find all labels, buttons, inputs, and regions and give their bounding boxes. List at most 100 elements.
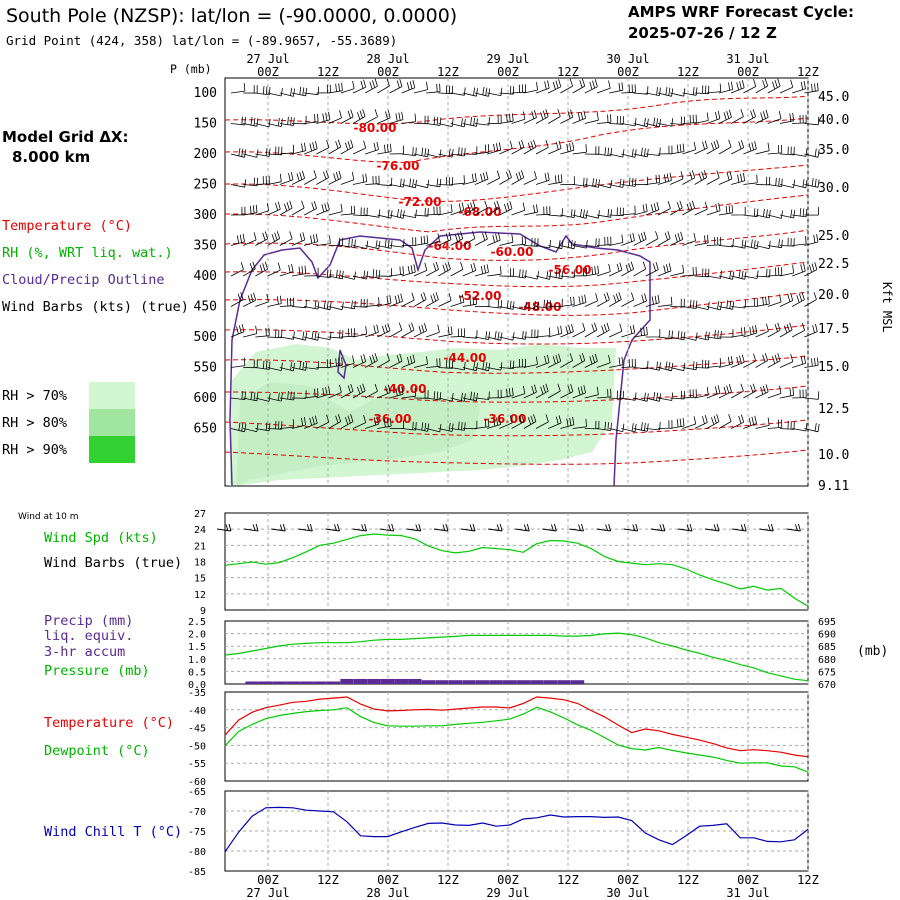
top-hour-label: 12Z [437, 65, 459, 79]
wind-barb [767, 144, 783, 155]
wind-barb [535, 327, 551, 338]
wind-barb [304, 300, 320, 310]
wind-barb [560, 239, 576, 250]
wind-barb [328, 203, 343, 216]
wind-barb [377, 268, 392, 277]
wind-barb [779, 292, 794, 307]
wind-barb [657, 86, 674, 97]
wind-barb [352, 207, 368, 217]
wind-barb [718, 384, 732, 399]
wind-barb [792, 179, 808, 189]
top-date-label: 29 Jul [486, 52, 529, 66]
precip-bar [245, 681, 259, 684]
wind-barb [426, 292, 439, 307]
wind-barb [389, 293, 403, 307]
wind-barb [596, 388, 612, 399]
wind-barb [291, 200, 305, 216]
wind-barb [670, 171, 684, 185]
wind-barb [743, 353, 757, 368]
wind-barb [462, 201, 476, 216]
pressure-tick-label: 675 [818, 667, 836, 678]
wind-barb [340, 271, 356, 280]
wind-barb [670, 330, 686, 341]
bottom-hour-label: 12Z [677, 873, 699, 887]
wind-barb [694, 140, 708, 155]
wind-barb [706, 139, 720, 155]
wind-barb [792, 423, 808, 432]
temperature-tick-label: -60 [188, 777, 206, 788]
pressure-tick-label: 400 [194, 269, 217, 284]
wind-barb [255, 360, 271, 370]
wind-barb [511, 84, 526, 94]
wind-barb [413, 262, 428, 277]
bottom-date-label: 31 Jul [726, 886, 769, 900]
wind-barb [401, 264, 416, 277]
wind-barb [438, 148, 454, 158]
wind-barb [547, 109, 561, 124]
wind-barb [584, 79, 598, 94]
top-hour-label: 12Z [677, 65, 699, 79]
wind-barb [487, 142, 502, 155]
wind-barb [584, 265, 599, 277]
wind-barb [767, 111, 782, 124]
wind-barb [731, 414, 745, 429]
bottom-hour-label: 00Z [257, 873, 279, 887]
temperature-contour [224, 385, 809, 403]
surface-wind-barb [352, 523, 368, 532]
wind-barb [718, 270, 735, 280]
wind-barb [450, 202, 465, 216]
wind-barb [291, 232, 306, 246]
wind-barb [413, 323, 427, 338]
wind-chill-line [224, 806, 809, 853]
wind-barb [804, 391, 820, 400]
wind-barb [621, 117, 637, 127]
wind-barb [365, 141, 379, 155]
wind-barb [804, 148, 820, 158]
wind-barb [511, 269, 527, 279]
pressure-tick-label: 500 [194, 330, 217, 345]
wind-barb [230, 206, 246, 216]
wind-barb [779, 79, 794, 94]
wind-barb [291, 361, 308, 371]
wind-barb [450, 118, 466, 128]
wind-barb [413, 356, 428, 368]
wind-barb [755, 176, 771, 186]
wind-barb [804, 234, 819, 246]
surface-wind-barb [460, 523, 476, 532]
wind-barb [499, 113, 514, 124]
wind-barb [352, 326, 368, 338]
bottom-hour-label: 12Z [557, 873, 579, 887]
precip-bar [530, 680, 544, 684]
wind-barb [706, 170, 720, 185]
wind-barb [304, 388, 319, 399]
wind-barb [450, 87, 466, 96]
wind-barb [767, 210, 783, 219]
wind-barb [694, 170, 708, 185]
wind-barb [291, 265, 307, 277]
wind-barb [426, 116, 442, 126]
temperature-contour-label: -76.00 [377, 159, 420, 173]
wind-barb [572, 294, 587, 307]
wind-barb [535, 299, 551, 309]
height-tick-label: 25.0 [818, 229, 849, 244]
wind-barb [633, 293, 647, 307]
surface-wind-barb [677, 523, 693, 532]
pressure-tick-label: 250 [194, 178, 217, 193]
wind-barb [462, 330, 478, 339]
surface-wind-barb [569, 523, 584, 532]
wind-barb [548, 140, 562, 155]
wind-barb [645, 328, 661, 338]
wind-barb [535, 239, 551, 249]
wind-barb [755, 353, 769, 368]
temperature-contour-label: -56.00 [549, 263, 592, 277]
wind-speed-tick-label: 15 [194, 574, 206, 585]
wind-barb [731, 139, 745, 155]
wind-barb [230, 292, 244, 307]
wind-barb [621, 358, 636, 368]
wind-speed-tick-label: 24 [194, 525, 206, 536]
wind-barb [279, 263, 294, 277]
wind-barb [316, 111, 331, 124]
wind-barb [548, 174, 563, 185]
temperature-line [224, 696, 809, 758]
wind-barb [474, 86, 491, 97]
